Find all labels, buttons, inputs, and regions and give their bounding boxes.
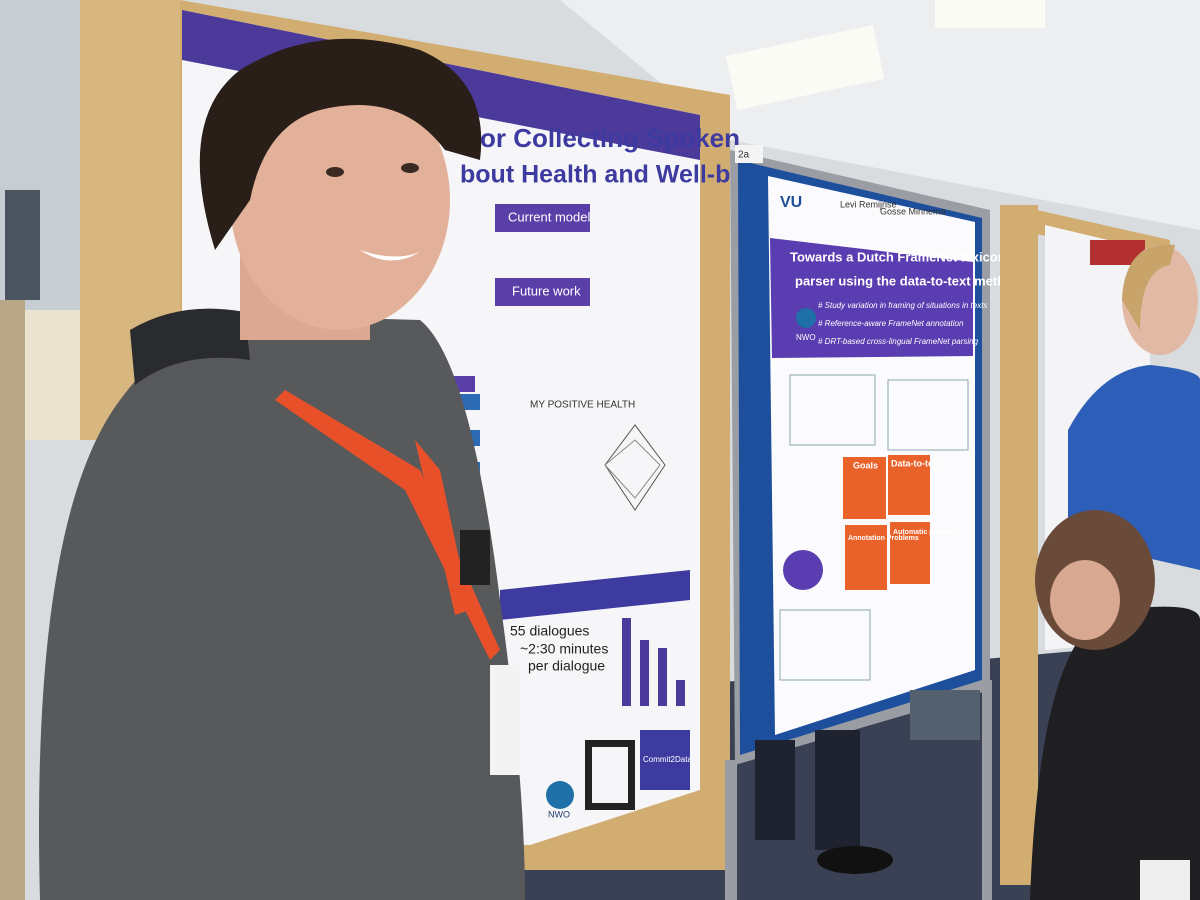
name-badge <box>490 665 520 775</box>
lanyard <box>275 390 500 660</box>
window-pane <box>5 190 40 300</box>
chart-bar <box>658 648 667 706</box>
section-heading: Current model <box>508 209 590 224</box>
legs <box>910 690 980 740</box>
funder: NWO <box>796 333 816 342</box>
ceiling-light <box>935 0 1045 28</box>
sponsor: NWO <box>548 809 570 819</box>
spiderweb <box>604 424 666 511</box>
board-label: 2a <box>738 150 750 161</box>
author: Gosse Minnema <box>880 206 946 216</box>
legs <box>755 740 795 840</box>
ceiling-light <box>726 24 885 110</box>
post <box>0 300 25 900</box>
hood <box>130 308 250 385</box>
lanyard-clip <box>460 530 490 585</box>
legs <box>815 730 860 850</box>
board-leg <box>725 760 737 900</box>
sponsor: Commit2Data <box>643 755 692 764</box>
ceiling <box>560 0 1200 230</box>
logo-text: MY POSITIVE HEALTH <box>530 400 635 411</box>
poster-title: Towards a Dutch FrameNet lexicon and <box>790 249 1033 264</box>
section-box <box>495 204 590 232</box>
frames-circle <box>783 550 823 590</box>
bullet: # DRT-based cross-lingual FrameNet parsi… <box>818 337 979 346</box>
stat: 55 dialogues <box>510 623 589 639</box>
section-heading: Future work <box>512 283 581 298</box>
person-hair <box>1122 244 1175 330</box>
box-heading: Goals <box>853 460 878 470</box>
diagram <box>779 609 871 681</box>
chart-bar <box>676 680 685 706</box>
author: Levi Remijnse <box>840 199 897 209</box>
annotation-box <box>845 525 887 590</box>
box-heading: Automatic parsing <box>893 529 954 536</box>
nwo-logo <box>546 781 574 809</box>
title-block <box>770 238 973 358</box>
person-face <box>1050 560 1120 640</box>
face <box>230 70 450 330</box>
nwo-logo <box>796 308 816 328</box>
board-leg <box>982 680 992 900</box>
section-box <box>495 278 590 306</box>
eye <box>401 163 419 173</box>
poster-title: bout Health and Well-being <box>460 161 782 189</box>
eye <box>326 167 344 177</box>
sponsor-block <box>640 730 690 790</box>
box-heading: Data-to-text <box>891 458 941 468</box>
bullet: # Reference-aware FrameNet annotation <box>818 319 964 328</box>
shoe <box>817 846 893 874</box>
lanyard <box>415 440 470 615</box>
diagram <box>789 374 876 446</box>
name-badge <box>1140 860 1190 900</box>
chart-bar <box>622 618 631 706</box>
bullet: # Study variation in framing of situatio… <box>818 301 987 310</box>
diagram <box>887 379 969 451</box>
poster-band <box>500 570 690 620</box>
poster-title: parser using the data-to-text method <box>795 273 1021 288</box>
hair <box>199 38 482 250</box>
poster-title: or Collecting Spoken <box>480 123 740 153</box>
wood-frame <box>1000 205 1038 885</box>
stat: ~2:30 minutes <box>520 641 608 657</box>
stat: per dialogue <box>528 658 605 674</box>
person-top <box>1030 606 1200 900</box>
institution: VU <box>780 194 802 211</box>
smile <box>360 250 420 261</box>
qr-code <box>592 747 628 803</box>
spiderweb <box>604 439 661 499</box>
goals-box <box>843 457 886 519</box>
parsing-box <box>890 522 930 584</box>
board-label-card <box>735 145 763 163</box>
chart-bar <box>640 640 649 706</box>
box-heading: Annotation Problems <box>848 535 919 542</box>
data-box <box>888 455 930 515</box>
